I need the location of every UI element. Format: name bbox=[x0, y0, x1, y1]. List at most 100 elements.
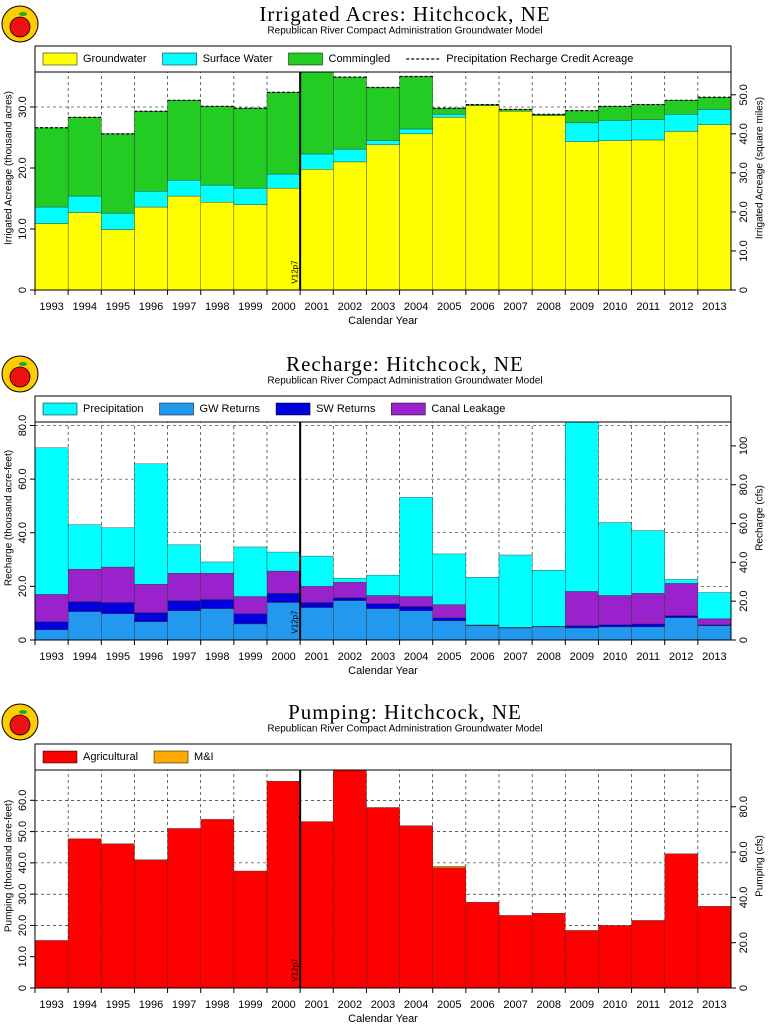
bar-segment bbox=[134, 859, 168, 989]
x-tick-label: 2001 bbox=[304, 999, 328, 1011]
x-tick-label: 2004 bbox=[404, 301, 428, 313]
bar-segment bbox=[266, 593, 301, 603]
legend-box bbox=[34, 45, 732, 73]
bar-segment bbox=[664, 615, 699, 618]
bar-segment bbox=[366, 603, 400, 609]
bar-segment bbox=[34, 940, 69, 989]
bar-segment bbox=[399, 606, 433, 611]
legend-label: Agricultural bbox=[83, 751, 138, 763]
bar-segment bbox=[134, 612, 168, 622]
x-tick-label: 2002 bbox=[338, 651, 362, 663]
bar-segment bbox=[299, 607, 334, 641]
bar-segment bbox=[664, 579, 699, 584]
bar-segment bbox=[631, 119, 665, 141]
x-tick-label: 1993 bbox=[39, 301, 63, 313]
bar-segment bbox=[101, 527, 135, 568]
x-tick-label: 1999 bbox=[238, 999, 262, 1011]
bar-segment bbox=[266, 92, 301, 175]
legend-swatch bbox=[42, 52, 78, 66]
legend-box bbox=[34, 395, 732, 423]
bar-segment bbox=[432, 866, 467, 869]
bar-segment bbox=[399, 128, 433, 135]
legend-box bbox=[34, 743, 732, 771]
y2-tick-label: 60.0 bbox=[738, 841, 750, 862]
chart-subtitle: Republican River Compact Administration … bbox=[267, 724, 542, 735]
x-tick-label: 2008 bbox=[536, 301, 560, 313]
bar-segment bbox=[366, 87, 400, 141]
bar-segment bbox=[465, 105, 500, 291]
bar-segment bbox=[333, 600, 367, 641]
bar-segment bbox=[697, 97, 732, 110]
bar-segment bbox=[101, 229, 135, 291]
bar-segment bbox=[498, 627, 533, 641]
bar-segment bbox=[101, 613, 135, 641]
bar-segment bbox=[697, 618, 732, 625]
bar-segment bbox=[333, 597, 367, 601]
bar-segment bbox=[167, 573, 201, 601]
bar-segment bbox=[34, 629, 69, 641]
bar-segment bbox=[233, 108, 268, 189]
x-tick-label: 1998 bbox=[205, 301, 229, 313]
legend-swatch bbox=[162, 52, 197, 66]
bar-segment bbox=[200, 106, 235, 186]
bar-segment bbox=[498, 915, 533, 989]
x-tick-label: 2012 bbox=[669, 301, 693, 313]
x-tick-label: 1998 bbox=[205, 651, 229, 663]
bar-segment bbox=[631, 593, 665, 625]
bar-segment bbox=[399, 596, 433, 607]
y-axis-label: Recharge (thousand acre-feet) bbox=[4, 450, 15, 586]
bar-segment bbox=[399, 497, 433, 597]
logo-leaf bbox=[19, 362, 27, 366]
x-tick-label: 2011 bbox=[636, 999, 660, 1011]
y2-tick-label: 80.0 bbox=[738, 796, 750, 817]
legend-label: SW Returns bbox=[316, 403, 376, 415]
bar-segment bbox=[399, 76, 433, 130]
legend-swatch bbox=[275, 402, 311, 416]
bar-segment bbox=[101, 212, 135, 230]
bar-segment bbox=[266, 570, 301, 594]
bar-segment bbox=[67, 212, 102, 291]
y2-tick-label: 30.0 bbox=[738, 162, 750, 183]
x-tick-label: 1995 bbox=[106, 301, 130, 313]
bar-segment bbox=[598, 626, 632, 641]
y2-axis-label: Pumping (cfs) bbox=[755, 835, 766, 897]
bar-segment bbox=[101, 843, 135, 989]
y-tick-label: 40.0 bbox=[17, 522, 29, 543]
bar-segment bbox=[299, 602, 334, 608]
x-tick-label: 2010 bbox=[603, 651, 627, 663]
x-tick-label: 1995 bbox=[106, 651, 130, 663]
bar-segment bbox=[565, 591, 599, 626]
x-tick-label: 1997 bbox=[172, 301, 196, 313]
bar-segment bbox=[299, 153, 334, 170]
legend-swatch bbox=[391, 402, 426, 416]
bar-segment bbox=[34, 206, 69, 224]
x-tick-label: 2003 bbox=[371, 651, 395, 663]
bar-segment bbox=[498, 111, 533, 291]
x-tick-label: 2001 bbox=[304, 651, 328, 663]
legend-swatch bbox=[288, 52, 323, 66]
y-tick-label: 50.0 bbox=[17, 821, 29, 842]
y-axis-label: Irrigated Acreage (thousand acres) bbox=[4, 91, 15, 245]
bar-segment bbox=[465, 577, 500, 626]
bar-segment bbox=[631, 623, 665, 628]
bar-segment bbox=[200, 819, 235, 989]
y2-tick-label: 10.0 bbox=[738, 240, 750, 261]
bar-segment bbox=[697, 109, 732, 125]
bar-segment bbox=[432, 867, 467, 989]
bar-segment bbox=[233, 546, 268, 597]
x-tick-label: 2005 bbox=[437, 651, 461, 663]
bar-segment bbox=[565, 122, 599, 142]
bar-segment bbox=[67, 524, 102, 570]
bar-segment bbox=[167, 600, 201, 611]
y-tick-label: 0 bbox=[17, 985, 29, 991]
bar-segment bbox=[167, 610, 201, 641]
bar-segment bbox=[432, 620, 467, 641]
x-tick-label: 2010 bbox=[603, 301, 627, 313]
bar-segment bbox=[134, 206, 168, 291]
bar-segment bbox=[200, 201, 235, 291]
bar-segment bbox=[598, 120, 632, 141]
bar-segment bbox=[664, 853, 699, 989]
x-tick-label: 2007 bbox=[503, 301, 527, 313]
x-tick-label: 2006 bbox=[470, 999, 494, 1011]
x-tick-label: 2011 bbox=[636, 651, 660, 663]
